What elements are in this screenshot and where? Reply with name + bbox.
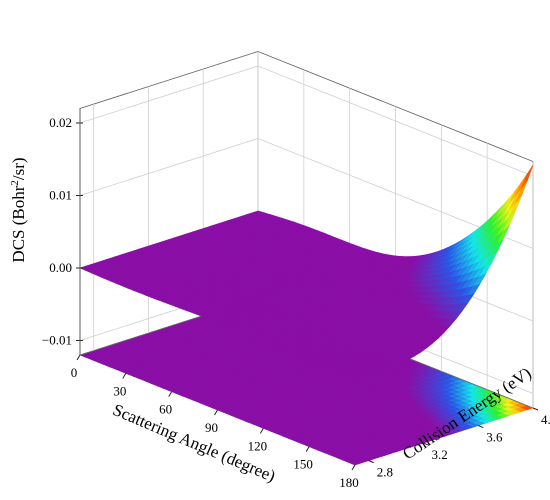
x-tick-label: 0 <box>71 365 78 380</box>
x-tick-mark <box>214 409 218 416</box>
y-tick-mark <box>423 442 429 446</box>
x-tick-label: 90 <box>205 420 218 435</box>
z-axis-label: DCS (Bohr2/sr) <box>9 157 28 262</box>
z-axis-label-prefix: DCS (Bohr <box>9 185 28 262</box>
surface-cell <box>348 373 362 379</box>
x-axis-ticks: 0 30 60 90 120 150 180 <box>71 354 359 490</box>
z-tick-label: 0.01 <box>49 188 72 203</box>
x-tick-label: 60 <box>159 402 172 417</box>
z-axis-label-suffix: /sr) <box>9 157 28 180</box>
x-tick-mark <box>168 391 173 397</box>
x-tick-mark <box>351 464 356 471</box>
y-tick-label: 3.2 <box>431 447 447 462</box>
x-tick-label: 150 <box>293 457 313 472</box>
x-tick-mark <box>76 354 81 361</box>
y-tick-label: 2.8 <box>377 465 393 480</box>
y-axis-ticks: 2.8 3.2 3.6 4.0 <box>368 407 550 480</box>
y-tick-label: 4.0 <box>541 412 550 427</box>
x-tick-mark <box>122 373 127 379</box>
x-tick-label: 120 <box>248 438 268 453</box>
x-tick-label: 180 <box>339 475 359 490</box>
x-tick-mark <box>305 446 310 452</box>
z-tick-label: 0.00 <box>49 260 72 275</box>
dcs-surface <box>79 164 534 379</box>
y-tick-label: 3.6 <box>486 430 503 445</box>
z-tick-label: −0.01 <box>42 333 72 348</box>
surface-cell <box>520 164 534 190</box>
y-tick-mark <box>532 407 539 411</box>
z-axis-ticks: −0.01 0.00 0.01 0.02 <box>42 108 83 355</box>
y-tick-mark <box>368 460 374 464</box>
x-tick-mark <box>259 428 264 434</box>
z-gridline <box>79 65 534 177</box>
z-axis-label-superscript: 2 <box>9 180 21 186</box>
y-tick-mark <box>478 425 484 429</box>
x-tick-label: 30 <box>113 383 126 398</box>
z-tick-label: 0.02 <box>49 115 72 130</box>
